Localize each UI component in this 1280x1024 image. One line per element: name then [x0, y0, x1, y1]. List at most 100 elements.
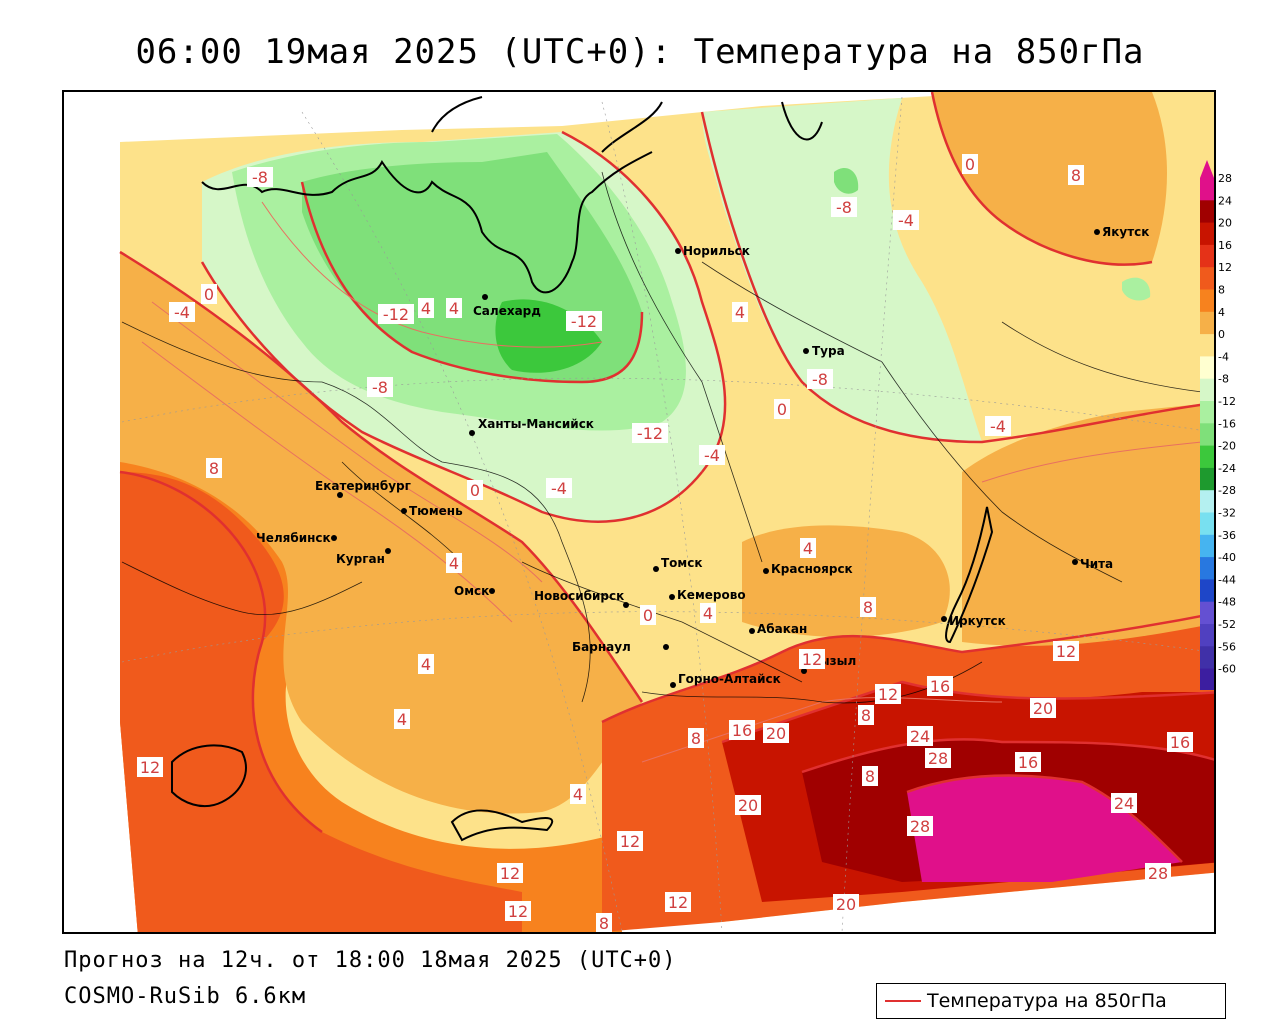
isotherm-label: 8 — [691, 729, 701, 748]
model-info: COSMO-RuSib 6.6км — [64, 984, 307, 1009]
isotherm-label-bg — [467, 480, 483, 500]
isotherm-label: -8 — [812, 370, 828, 389]
city-marker — [669, 594, 675, 600]
isotherm-label: 4 — [421, 299, 431, 318]
isotherm-label: 12 — [508, 902, 528, 921]
isotherm-label: -4 — [174, 303, 190, 322]
isotherm-label: 4 — [397, 710, 407, 729]
isotherm-label-bg — [927, 676, 953, 696]
isotherm-label-bg — [799, 649, 825, 669]
colorbar-swatch — [1200, 557, 1214, 580]
colorbar-tick-label: -40 — [1218, 551, 1236, 564]
colorbar-tick-label: 20 — [1218, 217, 1232, 230]
colorbar-tick-label: -20 — [1218, 440, 1236, 453]
colorbar-swatch — [1200, 512, 1214, 536]
city-marker — [749, 628, 755, 634]
isotherm-label-bg — [1068, 165, 1084, 185]
temperature-map: Норильск Якутск Салехард Тура Ханты-Мансийск… — [62, 90, 1216, 934]
colorbar-swatch — [1200, 267, 1214, 290]
isotherm-label: 20 — [738, 796, 758, 815]
isotherm-label-bg — [418, 298, 434, 318]
city-marker — [803, 348, 809, 354]
isotherm-label: 28 — [928, 749, 948, 768]
isotherm-label: 16 — [1170, 733, 1190, 752]
colorbar-tick-label: -56 — [1218, 640, 1236, 653]
isotherm-label-bg — [1030, 698, 1056, 718]
isotherm-label: 8 — [1071, 166, 1081, 185]
city-label: Барнаул — [572, 640, 631, 654]
isotherm-label-bg — [907, 726, 933, 746]
colorbar-tick-label: 8 — [1218, 284, 1225, 297]
isotherm-label: 8 — [863, 598, 873, 617]
colorbar-tick-label: -48 — [1218, 596, 1236, 609]
forecast-info: Прогноз на 12ч. от 18:00 18мая 2025 (UTC… — [64, 948, 677, 973]
colorbar-swatch — [1200, 244, 1214, 268]
city-marker — [331, 535, 337, 541]
isotherm-label-bg — [1053, 641, 1079, 661]
isotherm-label: 12 — [1056, 642, 1076, 661]
isotherm-label-bg — [378, 304, 414, 324]
isotherm-label: 12 — [668, 893, 688, 912]
city-label: Горно-Алтайск — [678, 672, 781, 686]
city-marker — [663, 644, 669, 650]
colorbar-swatch — [1200, 624, 1214, 647]
isotherm-label-bg — [893, 210, 919, 230]
colorbar-tick-label: -8 — [1218, 373, 1229, 386]
isotherm-label: 16 — [930, 677, 950, 696]
isotherm-label-bg — [1145, 863, 1171, 883]
city-marker — [469, 430, 475, 436]
city-marker — [337, 492, 343, 498]
colorbar-swatch — [1200, 334, 1214, 357]
isotherm-label-bg — [735, 795, 761, 815]
isotherm-label-bg — [1015, 752, 1041, 772]
colorbar-tick-label: -60 — [1218, 663, 1236, 676]
colorbar-tick-label: -44 — [1218, 573, 1236, 586]
colorbar-tick-label: -12 — [1218, 395, 1236, 408]
city-label: Ханты-Мансийск — [478, 417, 594, 431]
city-marker — [1072, 559, 1078, 565]
isotherm-label-bg — [566, 311, 602, 331]
city-marker — [653, 566, 659, 572]
isotherm-label-bg — [665, 892, 691, 912]
zone-east-warm — [962, 402, 1214, 646]
isotherm-label: 4 — [703, 604, 713, 623]
city-label: Якутск — [1102, 225, 1149, 239]
isotherm-label: 0 — [965, 155, 975, 174]
isotherm-label-bg — [596, 913, 612, 932]
city-marker — [482, 294, 488, 300]
isotherm-label: 24 — [1114, 794, 1134, 813]
isotherm-label-bg — [858, 705, 874, 725]
city-label: Челябинск — [256, 531, 331, 545]
city-label: Иркутск — [949, 614, 1006, 628]
isotherm-label: 16 — [732, 721, 752, 740]
colorbar-tick-label: -16 — [1218, 417, 1236, 430]
isotherm-label-bg — [699, 445, 725, 465]
isotherm-label: -8 — [372, 378, 388, 397]
colorbar-tick-label: 12 — [1218, 261, 1232, 274]
isotherm-label-bg — [860, 597, 876, 617]
colorbar-swatch — [1200, 646, 1214, 670]
city-marker — [675, 248, 681, 254]
isotherm-label: 28 — [910, 817, 930, 836]
isotherm-label-bg — [925, 748, 951, 768]
city-label: Томск — [661, 556, 703, 570]
city-marker — [489, 588, 495, 594]
isotherm-label-bg — [206, 458, 222, 478]
city-label: Курган — [336, 552, 385, 566]
colorbar: 28 24 20 16 12 8 4 0 -4 -8 -12 -16 -20 -24 -28 -32 -36 -4… — [1200, 160, 1236, 690]
colorbar-tick-label: -36 — [1218, 529, 1236, 542]
isotherm-label-bg — [985, 416, 1011, 436]
colorbar-swatch — [1200, 601, 1214, 625]
city-label: Чита — [1080, 557, 1113, 571]
isotherm-label-bg — [729, 720, 755, 740]
colorbar-tick-label: 28 — [1218, 172, 1232, 185]
isotherm-label-bg — [688, 728, 704, 748]
isotherm-label: 8 — [865, 767, 875, 786]
isotherm-label-bg — [247, 167, 273, 187]
isotherm-label-bg — [640, 605, 656, 625]
colorbar-tick-label: -32 — [1218, 507, 1236, 520]
isotherm-label-bg — [446, 298, 462, 318]
isotherm-label: 0 — [470, 481, 480, 500]
isotherm-label: 20 — [766, 724, 786, 743]
